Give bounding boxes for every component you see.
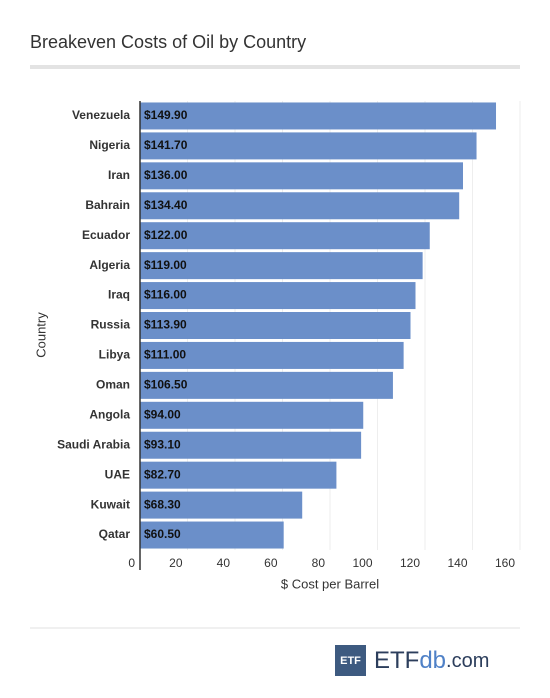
value-label: $60.50 — [144, 527, 181, 541]
bar — [140, 431, 362, 459]
y-tick-label: Angola — [89, 407, 130, 421]
x-tick-label: 100 — [352, 556, 372, 570]
x-axis-label: $ Cost per Barrel — [281, 576, 379, 591]
value-label: $94.00 — [144, 407, 181, 421]
y-tick-label: Iran — [108, 168, 130, 182]
y-axis-label: Country — [33, 312, 48, 358]
x-tick-label: 40 — [217, 556, 231, 570]
bar — [140, 192, 460, 220]
logo-part: db — [419, 647, 446, 674]
y-tick-label: Kuwait — [91, 497, 130, 511]
bar — [140, 401, 364, 429]
y-tick-label: Libya — [99, 348, 131, 362]
value-label: $82.70 — [144, 467, 181, 481]
x-tick-label: 140 — [447, 556, 467, 570]
x-tick-label: 120 — [400, 556, 420, 570]
y-tick-label: Qatar — [99, 527, 131, 541]
x-tick-label: 60 — [264, 556, 278, 570]
bar — [140, 222, 430, 250]
logo-part: .com — [446, 650, 489, 672]
y-tick-label: Bahrain — [85, 198, 130, 212]
value-label: $106.50 — [144, 378, 188, 392]
value-label: $68.30 — [144, 497, 181, 511]
x-tick-label: 160 — [495, 556, 515, 570]
logo-text: ETFdb.com — [374, 647, 489, 674]
value-label: $113.90 — [144, 318, 187, 332]
bar — [140, 252, 423, 280]
bar — [140, 132, 477, 160]
bar — [140, 491, 303, 519]
y-tick-label: Nigeria — [89, 138, 130, 152]
bar — [140, 341, 404, 369]
bar — [140, 461, 337, 489]
title-rule — [30, 65, 520, 69]
bar — [140, 282, 416, 310]
bar — [140, 521, 284, 549]
value-label: $149.90 — [144, 108, 188, 122]
logo-badge — [335, 645, 366, 676]
logo-part: ETF — [374, 647, 419, 674]
y-tick-label: Algeria — [89, 258, 130, 272]
y-tick-label: Saudi Arabia — [57, 437, 130, 451]
value-label: $119.00 — [144, 258, 187, 272]
y-tick-label: Oman — [96, 378, 130, 392]
value-label: $141.70 — [144, 138, 188, 152]
value-label: $111.00 — [144, 348, 186, 362]
logo-badge-text: ETF — [340, 655, 361, 667]
value-label: $116.00 — [144, 288, 187, 302]
y-tick-label: Ecuador — [82, 228, 130, 242]
y-tick-label: Venezuela — [72, 108, 130, 122]
y-tick-label: UAE — [105, 467, 130, 481]
value-label: $136.00 — [144, 168, 188, 182]
bar — [140, 312, 411, 339]
x-tick-label: 0 — [128, 556, 135, 570]
chart-title: Breakeven Costs of Oil by Country — [30, 32, 306, 52]
value-label: $134.40 — [144, 198, 188, 212]
x-tick-label: 20 — [169, 556, 183, 570]
plot: 0 20 40 60 80 100 120 140 160 Venezuela $149.90 Nig… — [57, 101, 521, 570]
y-tick-label: Iraq — [108, 288, 130, 302]
y-tick-label: Russia — [91, 318, 131, 332]
x-tick-label: 80 — [312, 556, 326, 570]
bar — [140, 102, 497, 130]
value-label: $122.00 — [144, 228, 188, 242]
bar — [140, 162, 463, 190]
value-label: $93.10 — [144, 437, 181, 451]
bar — [140, 371, 393, 399]
